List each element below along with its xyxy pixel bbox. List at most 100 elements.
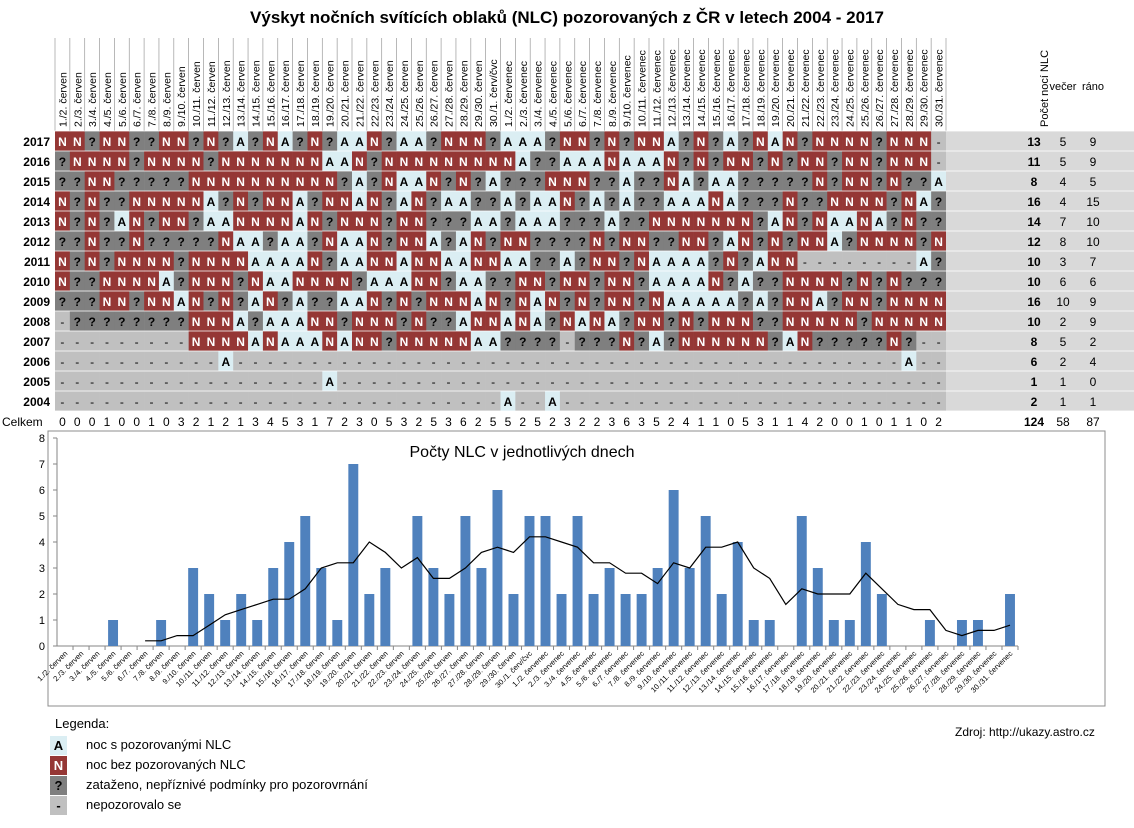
cell-bg <box>515 251 531 271</box>
cell-bg <box>663 291 679 311</box>
cell-symbol: - <box>298 355 302 369</box>
cell-bg <box>114 151 130 171</box>
cell-bg <box>396 311 412 331</box>
night-header: 22./23. červenec <box>815 49 827 127</box>
cell-bg <box>455 171 472 191</box>
cell-symbol: ? <box>534 235 541 249</box>
cell-symbol: N <box>117 155 126 169</box>
cell-bg <box>708 211 724 231</box>
cell-bg <box>901 131 917 151</box>
cell-bg <box>99 311 115 331</box>
cell-symbol: ? <box>876 155 883 169</box>
cell-bg <box>871 191 887 211</box>
cell-bg <box>173 191 189 211</box>
cell-symbol: - <box>343 395 347 409</box>
cell-bg <box>411 231 427 251</box>
cell-bg <box>366 231 382 251</box>
cell-bg <box>55 231 71 251</box>
cell-symbol: N <box>311 255 320 269</box>
cell-symbol: N <box>370 235 379 249</box>
cell-bg <box>411 131 427 151</box>
cell-bg <box>678 311 694 331</box>
total-value: 2 <box>475 415 482 429</box>
cell-bg <box>158 211 175 231</box>
cell-symbol: ? <box>608 175 615 189</box>
cell-bg <box>337 191 353 211</box>
cell-bg <box>307 131 323 151</box>
cell-symbol: N <box>504 155 513 169</box>
cell-symbol: ? <box>816 195 823 209</box>
cell-symbol: N <box>474 255 483 269</box>
cell-bg <box>812 271 828 291</box>
cell-symbol: - <box>937 355 941 369</box>
cell-symbol: N <box>414 215 423 229</box>
cell-symbol: - <box>60 355 64 369</box>
cell-symbol: N <box>905 295 914 309</box>
cell-bg <box>901 271 917 291</box>
cell-symbol: N <box>266 335 275 349</box>
cell-symbol: ? <box>742 175 749 189</box>
total-value: 5 <box>386 415 393 429</box>
cell-symbol: N <box>890 335 899 349</box>
night-header: 13./14. červen <box>236 60 248 127</box>
cell-bg <box>767 151 783 171</box>
total-value: 3 <box>609 415 616 429</box>
nlc-count: 8 <box>1031 335 1038 349</box>
cell-bg <box>559 191 576 211</box>
cell-symbol: A <box>578 315 587 329</box>
cell-symbol: N <box>682 315 691 329</box>
cell-bg <box>752 191 769 211</box>
y-tick-label: 5 <box>39 511 45 523</box>
cell-symbol: A <box>504 315 513 329</box>
cell-bg <box>782 271 798 291</box>
cell-symbol: N <box>801 295 810 309</box>
total-value: 5 <box>282 415 289 429</box>
cell-bg <box>619 191 635 211</box>
cell-symbol: N <box>815 315 824 329</box>
cell-symbol: ? <box>549 335 556 349</box>
cell-bg <box>871 291 887 311</box>
cell-symbol: N <box>459 175 468 189</box>
cell-symbol: A <box>518 255 527 269</box>
cell-bg <box>589 251 605 271</box>
cell-symbol: N <box>934 295 943 309</box>
cell-symbol: N <box>667 155 676 169</box>
cell-symbol: - <box>847 375 851 389</box>
cell-symbol: ? <box>445 175 452 189</box>
cell-bg <box>589 191 605 211</box>
cell-bg <box>916 251 932 271</box>
cell-bg <box>738 291 754 311</box>
cell-symbol: ? <box>504 335 511 349</box>
cell-bg <box>158 131 175 151</box>
cell-symbol: ? <box>653 175 660 189</box>
cell-symbol: A <box>667 135 676 149</box>
cell-symbol: N <box>370 195 379 209</box>
cell-bg <box>604 131 620 151</box>
cell-bg <box>797 151 813 171</box>
cell-bg <box>530 191 546 211</box>
cell-symbol: N <box>667 175 676 189</box>
cell-bg <box>545 311 561 331</box>
total-value: 0 <box>876 415 883 429</box>
cell-symbol: N <box>697 155 706 169</box>
cell-symbol: ? <box>504 295 511 309</box>
cell-symbol: N <box>251 175 260 189</box>
cell-symbol: - <box>907 375 911 389</box>
total-value: 1 <box>104 415 111 429</box>
cell-bg <box>307 211 323 231</box>
cell-bg <box>931 251 947 271</box>
night-header: 28./29. červenec <box>904 49 916 127</box>
cell-symbol: N <box>890 135 899 149</box>
cell-bg <box>322 191 338 211</box>
cell-symbol: - <box>892 355 896 369</box>
cell-symbol: N <box>905 135 914 149</box>
cell-symbol: N <box>147 195 156 209</box>
cell-symbol: - <box>773 395 777 409</box>
cell-bg <box>663 151 679 171</box>
y-tick-label: 1 <box>39 615 45 627</box>
cell-bg <box>277 311 293 331</box>
cell-symbol: N <box>355 215 364 229</box>
cell-symbol: N <box>192 315 201 329</box>
cell-bg <box>203 191 219 211</box>
cell-bg <box>366 291 382 311</box>
